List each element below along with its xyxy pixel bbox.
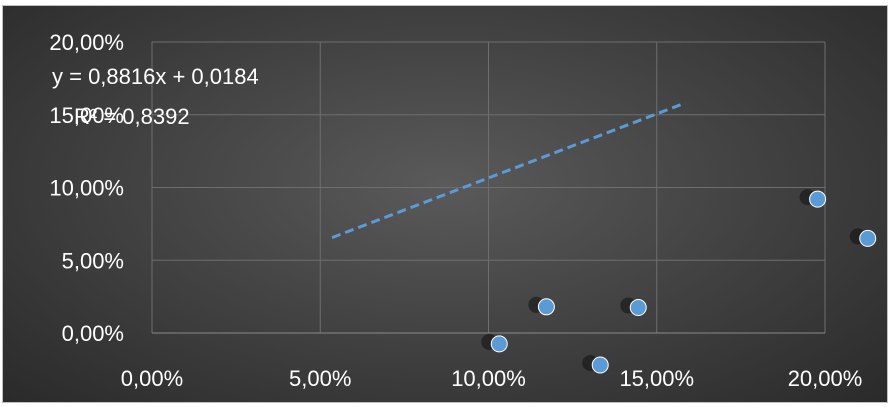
data-points xyxy=(481,189,877,374)
y-tick-label: 15,00% xyxy=(49,103,124,128)
data-point xyxy=(591,356,609,374)
trendline-equation: y = 0,8816x + 0,0184 xyxy=(52,64,259,89)
trendline-layer xyxy=(331,101,686,240)
data-point xyxy=(490,335,508,353)
x-tick-label: 10,00% xyxy=(451,366,526,391)
data-point xyxy=(809,190,827,208)
y-tick-label: 10,00% xyxy=(49,176,124,201)
x-tick-label: 5,00% xyxy=(289,366,351,391)
chart-area xyxy=(2,5,888,403)
y-axis-tick-labels: 0,00% 5,00% 10,00% 15,00% 20,00% xyxy=(49,30,124,346)
data-point xyxy=(859,229,877,247)
data-point xyxy=(629,299,647,317)
x-tick-label: 0,00% xyxy=(121,366,183,391)
data-point xyxy=(537,298,555,316)
x-tick-label: 15,00% xyxy=(619,366,694,391)
grid-lines xyxy=(151,41,826,334)
trendline-r-squared: R² = 0,8392 xyxy=(74,104,190,129)
y-tick-label: 0,00% xyxy=(62,321,124,346)
x-tick-label: 20,00% xyxy=(788,366,863,391)
trendline xyxy=(331,101,686,240)
y-tick-label: 5,00% xyxy=(62,248,124,273)
x-axis-tick-labels: 0,00% 5,00% 10,00% 15,00% 20,00% xyxy=(121,366,863,391)
y-tick-label: 20,00% xyxy=(49,30,124,55)
